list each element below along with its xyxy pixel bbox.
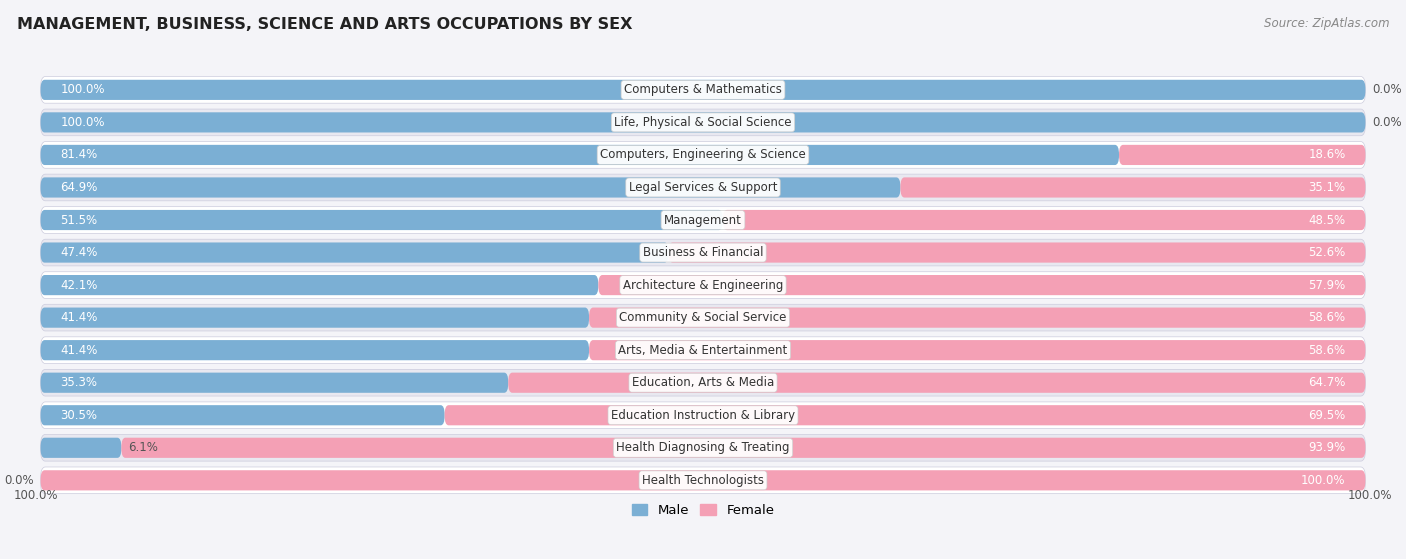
- Text: 52.6%: 52.6%: [1309, 246, 1346, 259]
- Text: 64.9%: 64.9%: [60, 181, 98, 194]
- FancyBboxPatch shape: [41, 80, 1365, 100]
- Text: 58.6%: 58.6%: [1309, 311, 1346, 324]
- FancyBboxPatch shape: [41, 141, 1365, 168]
- FancyBboxPatch shape: [589, 307, 1365, 328]
- FancyBboxPatch shape: [41, 210, 723, 230]
- FancyBboxPatch shape: [599, 275, 1365, 295]
- FancyBboxPatch shape: [41, 405, 444, 425]
- Text: 100.0%: 100.0%: [14, 490, 59, 503]
- FancyBboxPatch shape: [41, 467, 1365, 494]
- FancyBboxPatch shape: [41, 470, 1365, 490]
- FancyBboxPatch shape: [1119, 145, 1365, 165]
- FancyBboxPatch shape: [41, 174, 1365, 201]
- Text: MANAGEMENT, BUSINESS, SCIENCE AND ARTS OCCUPATIONS BY SEX: MANAGEMENT, BUSINESS, SCIENCE AND ARTS O…: [17, 17, 633, 32]
- Text: Management: Management: [664, 214, 742, 226]
- Text: 100.0%: 100.0%: [60, 83, 105, 96]
- FancyBboxPatch shape: [508, 373, 1365, 393]
- Text: 64.7%: 64.7%: [1308, 376, 1346, 389]
- Text: Health Technologists: Health Technologists: [643, 474, 763, 487]
- Text: Community & Social Service: Community & Social Service: [619, 311, 787, 324]
- FancyBboxPatch shape: [900, 177, 1365, 197]
- FancyBboxPatch shape: [41, 77, 1365, 103]
- Text: Architecture & Engineering: Architecture & Engineering: [623, 278, 783, 292]
- Text: 41.4%: 41.4%: [60, 311, 98, 324]
- FancyBboxPatch shape: [41, 239, 1365, 266]
- Text: 58.6%: 58.6%: [1309, 344, 1346, 357]
- Text: Education, Arts & Media: Education, Arts & Media: [631, 376, 775, 389]
- Text: 93.9%: 93.9%: [1309, 441, 1346, 454]
- Text: 30.5%: 30.5%: [60, 409, 97, 421]
- FancyBboxPatch shape: [669, 243, 1365, 263]
- Text: 35.1%: 35.1%: [1309, 181, 1346, 194]
- Text: 0.0%: 0.0%: [1372, 116, 1402, 129]
- FancyBboxPatch shape: [41, 272, 1365, 299]
- Text: 81.4%: 81.4%: [60, 149, 97, 162]
- FancyBboxPatch shape: [444, 405, 1365, 425]
- FancyBboxPatch shape: [41, 340, 589, 360]
- FancyBboxPatch shape: [41, 145, 1119, 165]
- Text: 100.0%: 100.0%: [60, 116, 105, 129]
- Text: Computers, Engineering & Science: Computers, Engineering & Science: [600, 149, 806, 162]
- FancyBboxPatch shape: [41, 337, 1365, 363]
- FancyBboxPatch shape: [41, 434, 1365, 461]
- FancyBboxPatch shape: [41, 304, 1365, 331]
- Text: Education Instruction & Library: Education Instruction & Library: [612, 409, 794, 421]
- FancyBboxPatch shape: [41, 373, 508, 393]
- Text: Arts, Media & Entertainment: Arts, Media & Entertainment: [619, 344, 787, 357]
- Text: 51.5%: 51.5%: [60, 214, 97, 226]
- FancyBboxPatch shape: [41, 438, 121, 458]
- FancyBboxPatch shape: [121, 438, 1365, 458]
- Text: 0.0%: 0.0%: [4, 474, 34, 487]
- Text: Health Diagnosing & Treating: Health Diagnosing & Treating: [616, 441, 790, 454]
- FancyBboxPatch shape: [723, 210, 1365, 230]
- Text: 57.9%: 57.9%: [1309, 278, 1346, 292]
- FancyBboxPatch shape: [41, 112, 1365, 132]
- Text: 42.1%: 42.1%: [60, 278, 98, 292]
- Text: Computers & Mathematics: Computers & Mathematics: [624, 83, 782, 96]
- FancyBboxPatch shape: [41, 369, 1365, 396]
- FancyBboxPatch shape: [41, 402, 1365, 429]
- FancyBboxPatch shape: [41, 177, 900, 197]
- Text: Source: ZipAtlas.com: Source: ZipAtlas.com: [1264, 17, 1389, 30]
- Legend: Male, Female: Male, Female: [626, 499, 780, 523]
- Text: 47.4%: 47.4%: [60, 246, 98, 259]
- Text: Legal Services & Support: Legal Services & Support: [628, 181, 778, 194]
- FancyBboxPatch shape: [41, 207, 1365, 233]
- Text: 0.0%: 0.0%: [1372, 83, 1402, 96]
- Text: 100.0%: 100.0%: [1301, 474, 1346, 487]
- Text: 41.4%: 41.4%: [60, 344, 98, 357]
- Text: 48.5%: 48.5%: [1309, 214, 1346, 226]
- FancyBboxPatch shape: [41, 307, 589, 328]
- Text: 100.0%: 100.0%: [1347, 490, 1392, 503]
- FancyBboxPatch shape: [589, 340, 1365, 360]
- FancyBboxPatch shape: [41, 109, 1365, 136]
- FancyBboxPatch shape: [41, 243, 669, 263]
- Text: 69.5%: 69.5%: [1309, 409, 1346, 421]
- Text: Life, Physical & Social Science: Life, Physical & Social Science: [614, 116, 792, 129]
- Text: 6.1%: 6.1%: [128, 441, 157, 454]
- FancyBboxPatch shape: [41, 275, 599, 295]
- Text: 18.6%: 18.6%: [1309, 149, 1346, 162]
- Text: Business & Financial: Business & Financial: [643, 246, 763, 259]
- Text: 35.3%: 35.3%: [60, 376, 97, 389]
